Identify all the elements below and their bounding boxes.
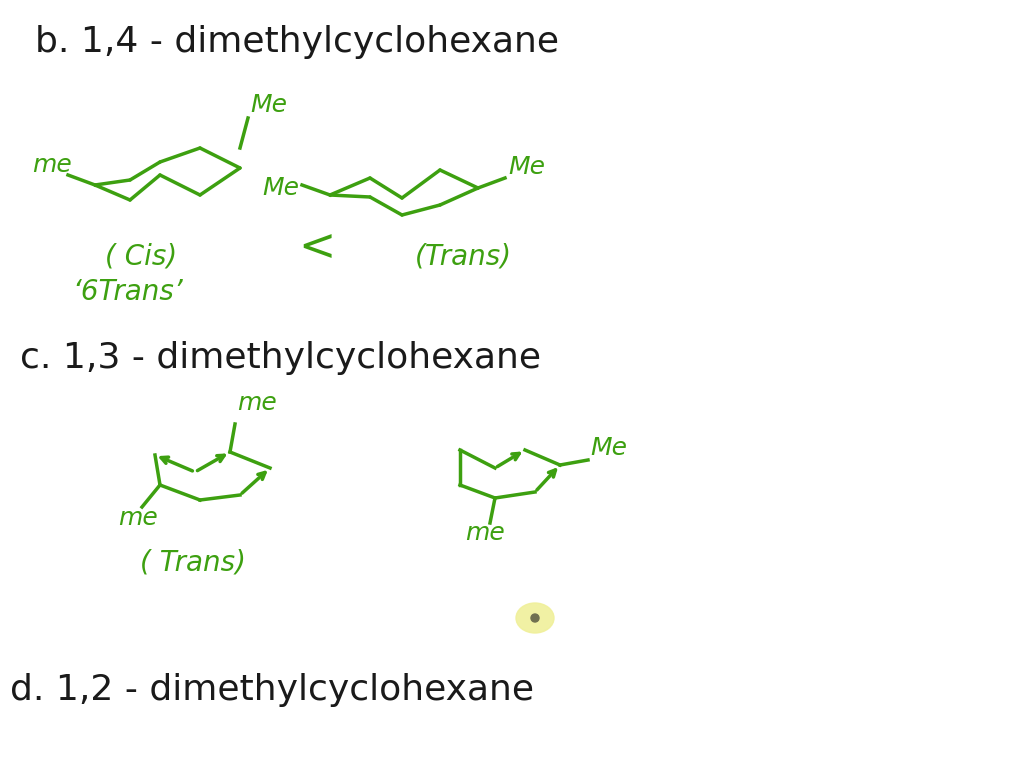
Text: <: <	[298, 226, 335, 269]
Text: Me: Me	[508, 155, 545, 179]
Text: me: me	[237, 391, 276, 415]
Text: me: me	[465, 521, 505, 545]
Text: Me: Me	[262, 176, 299, 200]
Text: me: me	[118, 506, 158, 530]
Text: me: me	[32, 153, 72, 177]
Text: ‘6Trans’: ‘6Trans’	[72, 278, 182, 306]
Text: Me: Me	[250, 93, 287, 117]
Circle shape	[531, 614, 539, 622]
Text: ( Trans): ( Trans)	[140, 548, 246, 576]
Text: b. 1,4 - dimethylcyclohexane: b. 1,4 - dimethylcyclohexane	[35, 25, 559, 59]
Ellipse shape	[516, 603, 554, 633]
Text: ( Cis): ( Cis)	[105, 243, 177, 271]
Text: c. 1,3 - dimethylcyclohexane: c. 1,3 - dimethylcyclohexane	[20, 341, 541, 375]
Text: Me: Me	[590, 436, 627, 460]
Text: (Trans): (Trans)	[415, 243, 512, 271]
Text: d. 1,2 - dimethylcyclohexane: d. 1,2 - dimethylcyclohexane	[10, 673, 534, 707]
